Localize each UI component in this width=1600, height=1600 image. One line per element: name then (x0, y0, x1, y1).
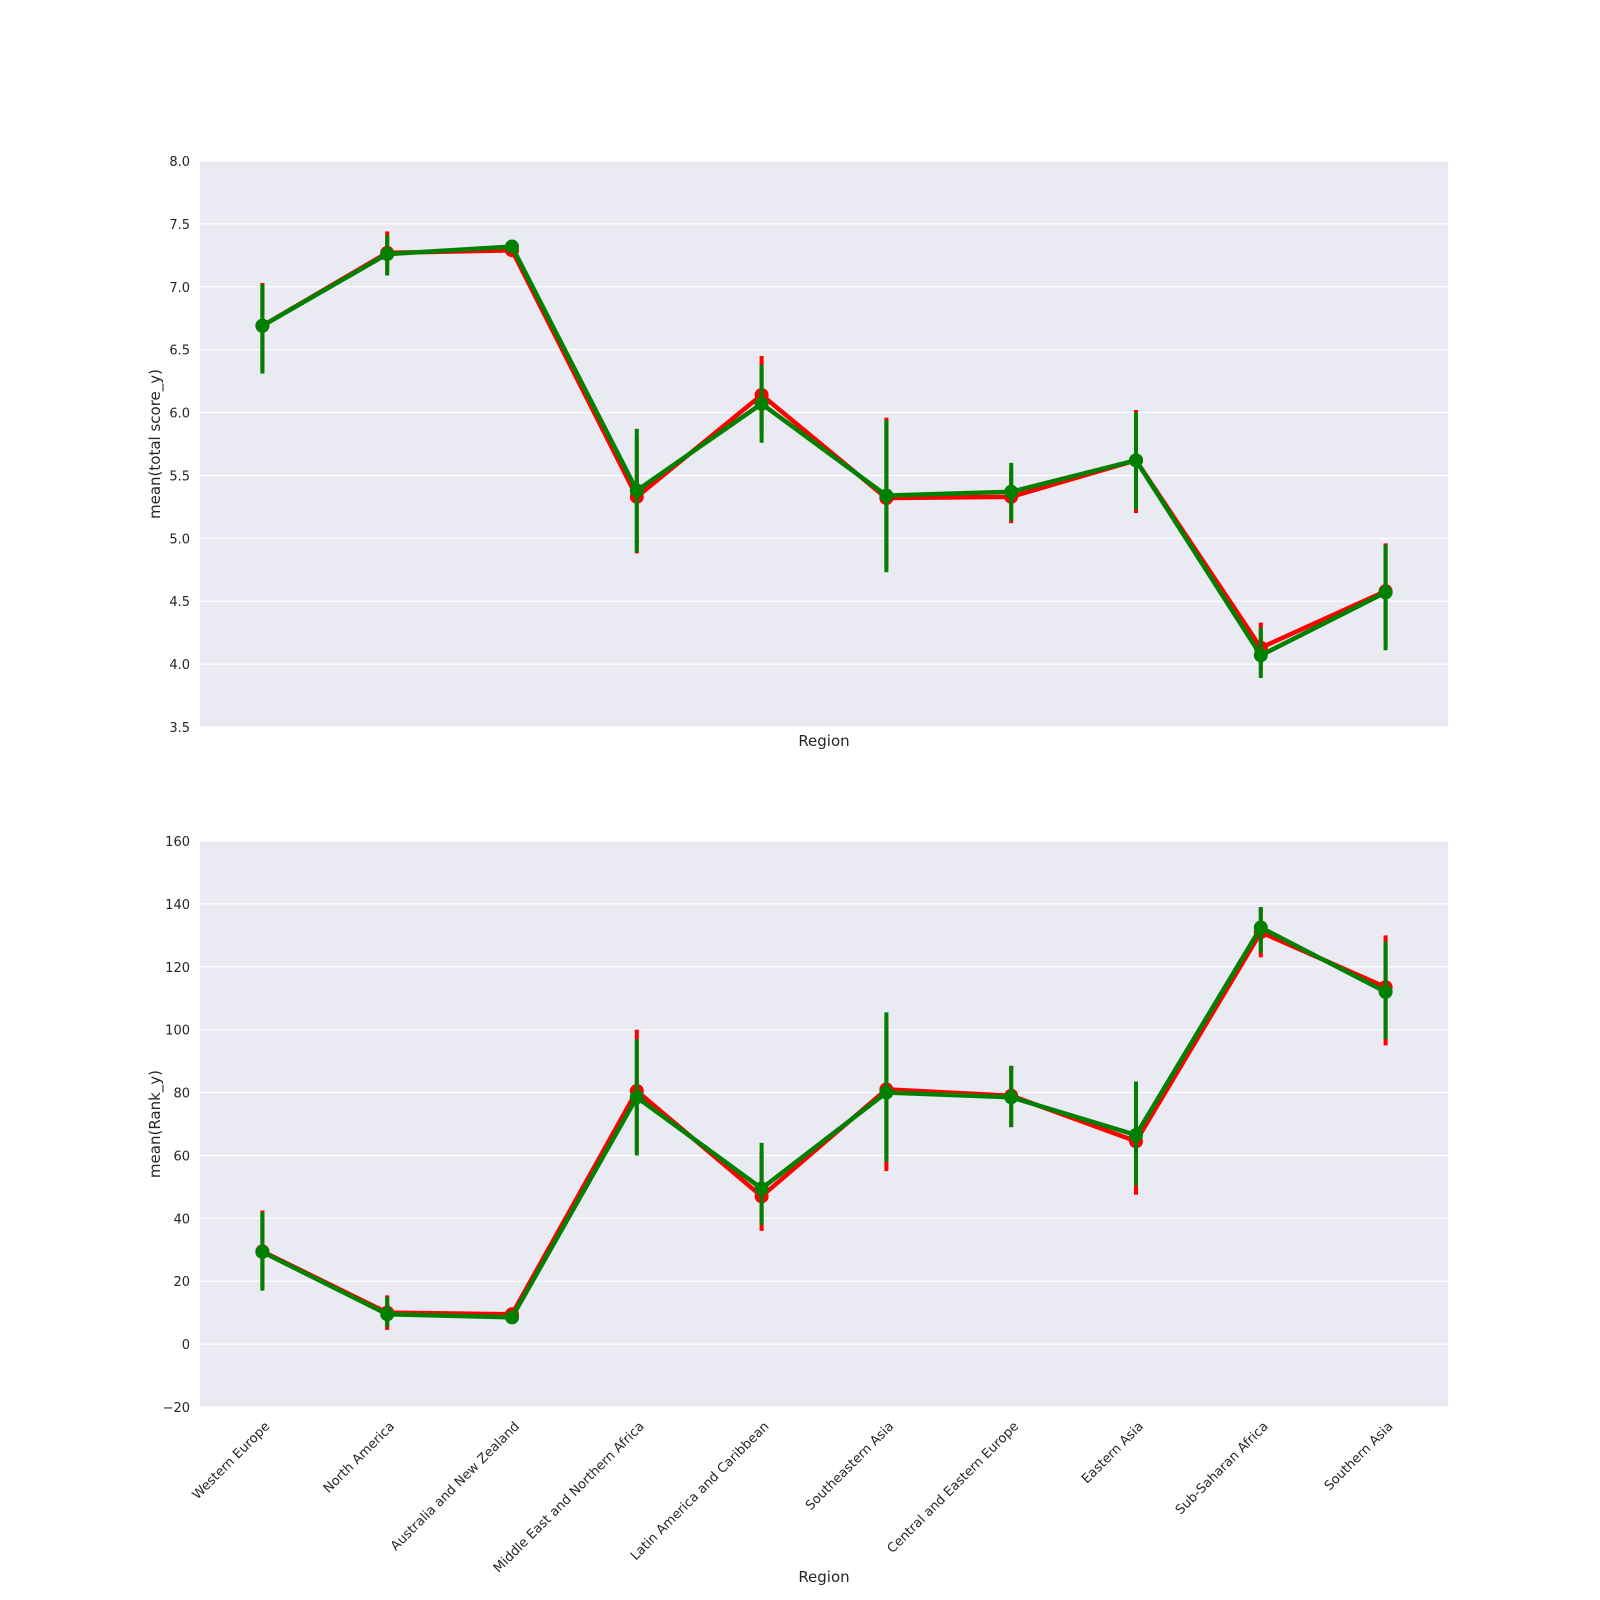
x-axis-label: Region (798, 1568, 849, 1586)
rank-chart: −20 0 20 40 60 80 100 120 140 160 Western Europe No… (146, 835, 1448, 1586)
data-point (879, 1085, 894, 1100)
data-point (629, 483, 644, 498)
data-point (754, 1181, 769, 1196)
data-point (255, 1244, 270, 1259)
data-point (1129, 1128, 1143, 1143)
x-tick-label: Western Europe (190, 1419, 274, 1503)
y-tick-label: 5.5 (169, 469, 190, 484)
y-tick-label: 6.0 (169, 407, 190, 422)
y-tick-label: 5.0 (169, 532, 190, 547)
y-axis-label: mean(total score_y) (146, 369, 165, 519)
y-tick-label: 60 (173, 1149, 190, 1164)
y-tick-label: 3.5 (169, 721, 190, 736)
y-tick-label: −20 (163, 1401, 190, 1416)
data-point (380, 247, 395, 262)
data-point (1378, 984, 1393, 999)
data-point (255, 318, 270, 333)
y-tick-label: 120 (165, 961, 190, 976)
y-tick-label: 20 (173, 1275, 190, 1290)
data-point (380, 1307, 395, 1322)
x-tick-label: Southeastern Asia (803, 1419, 897, 1513)
data-point (629, 1090, 644, 1105)
x-tick-label: Sub-Saharan Africa (1173, 1419, 1272, 1518)
x-tick-label: Australia and New Zealand (388, 1419, 523, 1554)
y-tick-label: 8.0 (169, 155, 190, 170)
y-tick-label: 0 (182, 1338, 190, 1353)
x-tick-label: Latin America and Caribbean (628, 1419, 773, 1564)
x-tick-label: Middle East and Northern Africa (491, 1419, 648, 1576)
x-axis-label: Region (798, 732, 849, 750)
series-green (255, 235, 1393, 678)
y-tick-label: 40 (173, 1212, 190, 1227)
x-tick-label: Southern Asia (1322, 1419, 1397, 1494)
data-point (1004, 484, 1019, 499)
y-tick-label: 7.5 (169, 218, 190, 233)
x-tick-label: North America (321, 1419, 398, 1496)
y-axis-label: mean(Rank_y) (146, 1070, 165, 1178)
data-point (1378, 585, 1393, 600)
series-line (261, 925, 1387, 1320)
y-tick-label: 160 (165, 835, 190, 850)
data-point (1004, 1090, 1019, 1105)
series-green (255, 907, 1393, 1327)
score-chart: 3.5 4.0 4.5 5.0 5.5 6.0 6.5 7.0 7.5 8.0 Region mean… (146, 155, 1448, 750)
data-point (879, 488, 894, 503)
series-line (261, 244, 1387, 658)
y-tick-label: 140 (165, 898, 190, 913)
data-point (1253, 648, 1268, 663)
y-tick-label: 100 (165, 1024, 190, 1039)
x-tick-label: Eastern Asia (1079, 1419, 1147, 1487)
data-point (754, 396, 769, 411)
y-tick-label: 4.5 (169, 595, 190, 610)
data-point (505, 1310, 519, 1325)
y-tick-label: 6.5 (169, 344, 190, 359)
x-tick-label: Central and Eastern Europe (885, 1419, 1022, 1556)
y-tick-label: 4.0 (169, 658, 190, 673)
data-point (1129, 453, 1143, 468)
data-point (505, 239, 519, 254)
data-point (1253, 920, 1268, 935)
y-tick-label: 7.0 (169, 281, 190, 296)
y-tick-label: 80 (173, 1087, 190, 1102)
